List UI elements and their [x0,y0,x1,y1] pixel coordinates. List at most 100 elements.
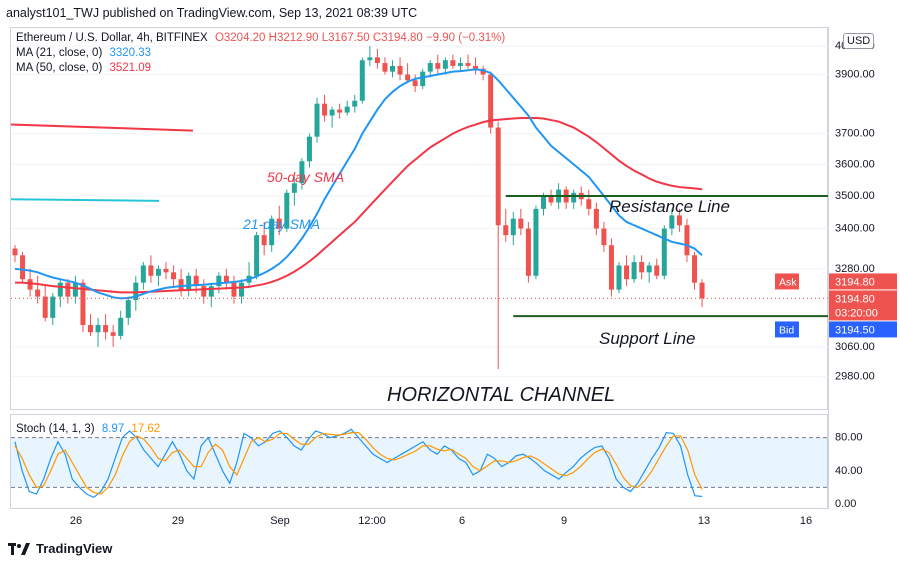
ma21-prior-segment [10,198,160,202]
stoch-chart-svg [11,428,829,499]
candle-body [367,57,373,61]
candle [450,54,456,69]
price-tick-label: 3400.00 [835,223,875,235]
candle [692,251,697,290]
footer-brand[interactable]: TradingView [8,541,112,556]
candle-body [216,275,222,287]
time-tick-label: 12:00 [358,515,386,527]
candle-body [231,282,237,297]
time-tick-label: 29 [172,515,184,527]
candle-body [133,282,139,301]
candle-body [593,208,599,229]
annotation-support: Support Line [599,329,695,348]
currency-button[interactable]: USD [843,33,875,49]
bid-label-value-text: 3194.50 [835,324,875,336]
candle-body [88,325,93,333]
candle-body [178,279,184,290]
last-price-text: 3194.80 [835,293,875,305]
candle [88,314,93,336]
candle [322,94,328,122]
candle [118,310,124,340]
candle-body [95,325,101,333]
candle-body [201,286,207,297]
candle [676,208,682,232]
legend-symbol[interactable]: Ethereum / U.S. Dollar, 4h, BITFINEX [16,32,208,44]
publisher-header: analyst101_TWJ published on TradingView.… [6,6,418,20]
legend-ma50-label[interactable]: MA (50, close, 0) [16,62,103,74]
candle [299,158,305,190]
candle [42,286,48,322]
candle [246,262,252,287]
candle [276,205,282,236]
candle [390,60,395,78]
candle-body [420,71,426,87]
candle-body [103,325,109,333]
ask-label-value-text: 3194.80 [835,276,875,288]
candle [684,218,690,263]
candle-body [608,245,614,290]
price-axis[interactable]: 4000.003900.003700.003600.003500.003400.… [775,27,897,510]
candle-body [291,183,297,193]
candle-body [359,60,365,101]
candle [314,97,320,143]
time-axis[interactable]: 26 29 Sep 12:00 6 9 13 16 [10,509,828,531]
stoch-legend: Stoch (14, 1, 3) 8.97 17.62 [16,423,160,435]
candle-body [503,225,509,236]
candle [586,189,592,216]
candle [616,262,622,294]
candle-body [193,275,199,287]
legend-ma21-label[interactable]: MA (21, close, 0) [16,47,103,59]
candle-body [397,65,403,75]
candle-body [533,208,539,276]
price-chart-panel[interactable]: 50-day SMA 21-day SMA Resistance Line Suppo… [10,27,829,410]
candle-body [322,103,328,116]
stoch-band-fill [11,437,829,488]
annotation-channel: HORIZONTAL CHANNEL [387,384,615,406]
candle [291,176,297,206]
price-tick-label: 3900.00 [835,69,875,81]
candle [374,48,380,69]
candle-body [35,289,41,297]
ask-label-tag-text: Ask [779,276,797,288]
candle-body [473,65,479,69]
candle [261,221,267,256]
stoch-d-line [14,432,703,495]
candle [548,189,554,206]
stoch-k-value: 8.97 [101,423,125,435]
candle-body [223,275,229,283]
price-tick-label: 3280.00 [835,263,875,275]
annotation-resistance: Resistance Line [609,197,730,216]
candle [163,262,169,280]
candle-body [639,262,645,273]
price-tick-label: 2980.00 [835,371,875,383]
candle [239,279,244,304]
candle-body [65,282,71,297]
candle-body [548,196,554,203]
candle-body [50,296,56,318]
bid-label-tag-bg [775,321,799,338]
candle-body [661,228,667,276]
candle-body [148,265,154,276]
candle [473,57,479,75]
annotation-sma21: 21-day SMA [242,216,320,232]
stoch-label[interactable]: Stoch (14, 1, 3) [16,423,95,435]
time-tick-label: 9 [561,515,567,527]
candle [65,279,71,304]
candle [593,202,599,236]
price-tick-label: 3060.00 [835,341,875,353]
candle-body [374,57,380,64]
candle [624,255,630,287]
candle-body [306,136,312,162]
ma50-prior-segment [10,123,194,132]
candle-body [405,74,411,81]
candle [284,189,290,232]
candle [510,212,516,246]
countdown-text: 03:20:00 [835,307,878,319]
candle [488,71,494,134]
candle-body [692,255,697,283]
candle [646,262,652,283]
candle-body [382,63,388,72]
candle [72,275,78,304]
candle [669,208,675,236]
stoch-panel[interactable] [10,414,829,509]
